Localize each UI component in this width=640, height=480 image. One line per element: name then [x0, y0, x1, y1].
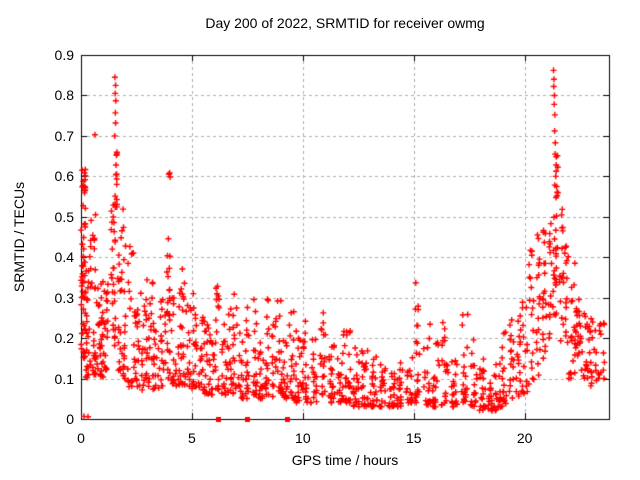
y-tick-label: 0.9: [54, 47, 74, 63]
x-axis-label: GPS time / hours: [291, 452, 399, 468]
chart-title: Day 200 of 2022, SRMTID for receiver owm…: [205, 15, 485, 31]
y-tick-label: 0.1: [54, 370, 74, 387]
y-tick-label: 0.6: [54, 168, 74, 185]
y-tick-label: 0.4: [54, 249, 74, 266]
x-tick-label: 15: [405, 430, 422, 446]
y-tick-label: 0.8: [54, 87, 74, 104]
y-tick-label: 0.2: [54, 330, 74, 347]
x-tick-label: 5: [188, 430, 196, 446]
y-tick-label: 0.3: [54, 289, 74, 306]
y-axis-label: SRMTID / TECUs: [11, 181, 27, 293]
y-tick-label: 0.7: [54, 127, 74, 144]
x-tick-label: 0: [77, 430, 85, 446]
x-tick-label: 20: [516, 430, 533, 446]
x-tick-label: 10: [295, 430, 311, 446]
y-tick-label: 0.5: [54, 208, 74, 225]
y-tick-label: 0: [66, 411, 74, 427]
